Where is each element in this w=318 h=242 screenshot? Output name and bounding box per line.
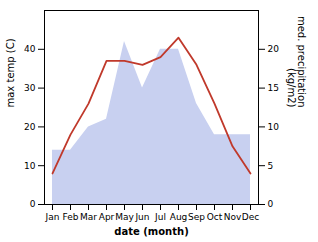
svg-text:Jun: Jun (134, 212, 149, 222)
svg-text:May: May (115, 212, 134, 222)
svg-text:20: 20 (24, 122, 36, 132)
svg-text:30: 30 (24, 83, 36, 93)
svg-text:0: 0 (30, 199, 36, 209)
svg-text:Sep: Sep (188, 212, 205, 222)
svg-text:Nov: Nov (224, 212, 242, 222)
svg-text:5: 5 (268, 161, 274, 171)
svg-text:40: 40 (24, 44, 36, 54)
svg-text:med. precipitation(kg/m2): med. precipitation(kg/m2) (286, 16, 307, 108)
svg-text:Jan: Jan (45, 212, 60, 222)
svg-text:max temp (C): max temp (C) (5, 38, 16, 107)
svg-text:15: 15 (268, 83, 279, 93)
svg-text:10: 10 (24, 161, 36, 171)
svg-text:Dec: Dec (242, 212, 259, 222)
svg-text:Oct: Oct (207, 212, 223, 222)
svg-text:Jul: Jul (154, 212, 166, 222)
svg-text:Apr: Apr (99, 212, 115, 222)
svg-text:10: 10 (268, 122, 280, 132)
svg-text:20: 20 (268, 44, 280, 54)
svg-text:Mar: Mar (80, 212, 97, 222)
svg-text:0: 0 (268, 199, 274, 209)
svg-text:date (month): date (month) (114, 226, 188, 237)
svg-text:Feb: Feb (63, 212, 79, 222)
svg-text:Aug: Aug (170, 212, 188, 222)
